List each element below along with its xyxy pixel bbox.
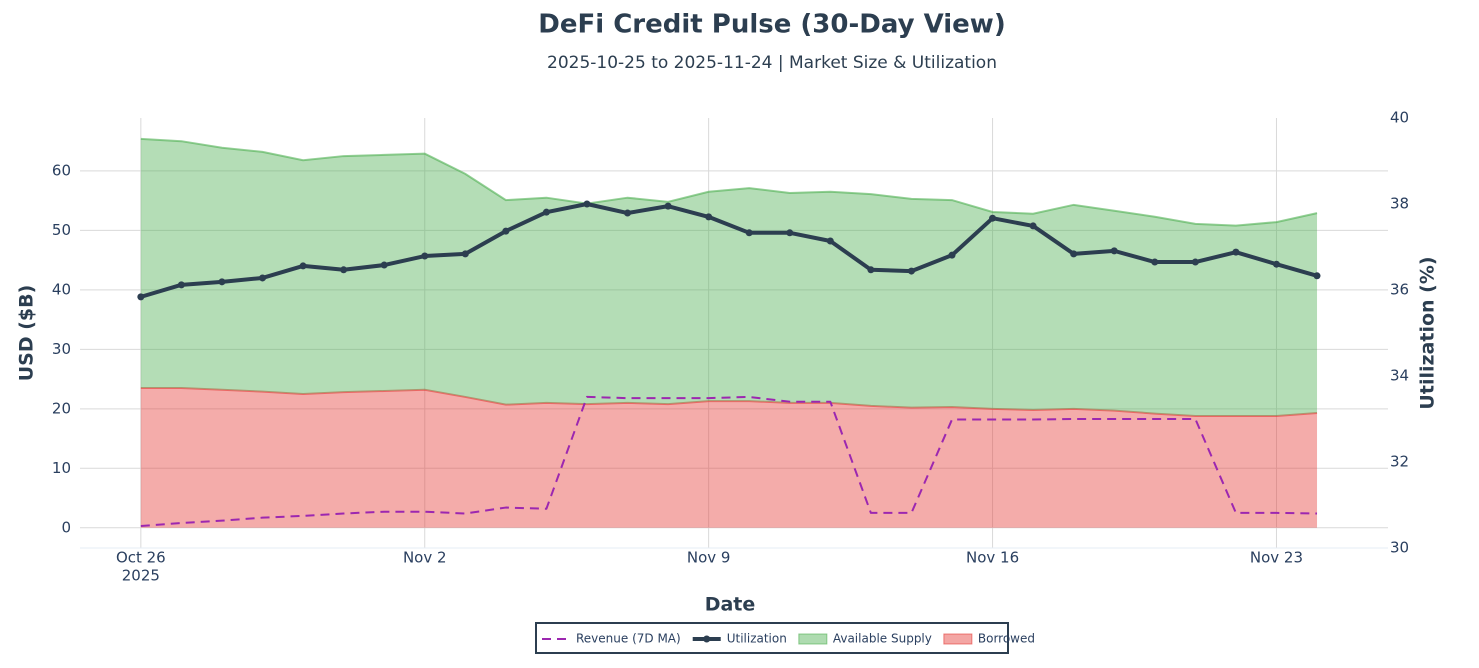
y-axis-label: USD ($B) bbox=[16, 285, 38, 382]
series-marker bbox=[786, 229, 794, 237]
series-marker bbox=[380, 261, 388, 269]
legend-label: Available Supply bbox=[833, 632, 932, 646]
series-marker bbox=[1110, 247, 1118, 255]
x-tick-label: Nov 2 bbox=[403, 549, 447, 567]
y2-tick-label: 40 bbox=[1390, 109, 1409, 127]
series-marker bbox=[745, 229, 753, 237]
chart-title: DeFi Credit Pulse (30-Day View) bbox=[538, 10, 1005, 40]
series-line bbox=[140, 202, 1318, 299]
legend-swatch bbox=[943, 633, 973, 645]
y-tick-label: 20 bbox=[52, 399, 71, 417]
series-marker bbox=[502, 227, 510, 235]
y-tick-label: 40 bbox=[52, 280, 71, 298]
series-line bbox=[140, 395, 1318, 527]
lines bbox=[137, 200, 1321, 527]
y-tick-label: 50 bbox=[52, 221, 71, 239]
series-marker bbox=[137, 293, 145, 301]
series-marker bbox=[177, 281, 185, 289]
series-marker bbox=[340, 266, 348, 274]
x-tick-label: Nov 16 bbox=[966, 549, 1019, 567]
legend-marker bbox=[703, 635, 711, 643]
y2-tick-label: 38 bbox=[1390, 195, 1409, 213]
area-fill bbox=[140, 138, 1318, 416]
series-marker bbox=[583, 200, 591, 208]
legend-label: Utilization bbox=[727, 632, 787, 646]
x-year-label: 2025 bbox=[122, 567, 160, 585]
x-tick-label: Nov 9 bbox=[687, 549, 731, 567]
series-marker bbox=[664, 202, 672, 210]
legend-label: Borrowed bbox=[978, 632, 1035, 646]
y-tick-label: 60 bbox=[52, 161, 71, 179]
series-marker bbox=[705, 213, 713, 221]
series-marker bbox=[1191, 258, 1199, 266]
y-tick-label: 0 bbox=[61, 518, 71, 536]
y-tick-label: 30 bbox=[52, 340, 71, 358]
grid bbox=[80, 118, 1388, 549]
area-fill bbox=[140, 388, 1318, 528]
y2-tick-label: 30 bbox=[1390, 539, 1409, 557]
legend-box bbox=[535, 622, 1009, 654]
areas bbox=[140, 137, 1318, 528]
series-marker bbox=[989, 214, 997, 222]
series-marker bbox=[421, 252, 429, 260]
series-marker bbox=[542, 208, 550, 216]
chart-subtitle: 2025-10-25 to 2025-11-24 | Market Size &… bbox=[547, 53, 997, 73]
x-tick-label: Oct 26 bbox=[116, 549, 166, 567]
series-marker bbox=[1070, 250, 1078, 258]
series-marker bbox=[826, 237, 834, 245]
series-marker bbox=[1272, 260, 1280, 268]
y2-tick-label: 32 bbox=[1390, 453, 1409, 471]
series-marker bbox=[1151, 258, 1159, 266]
series-marker bbox=[948, 251, 956, 259]
series-marker bbox=[218, 278, 226, 286]
series-marker bbox=[907, 267, 915, 275]
series-marker bbox=[1232, 248, 1240, 256]
legend-swatch bbox=[798, 633, 828, 645]
y-tick-label: 10 bbox=[52, 459, 71, 477]
y2-axis-label: Utilization (%) bbox=[1417, 256, 1439, 409]
series-marker bbox=[299, 262, 307, 270]
series-marker bbox=[1029, 222, 1037, 230]
x-axis-label: Date bbox=[705, 594, 756, 616]
area-edge bbox=[140, 387, 1318, 417]
x-tick-label: Nov 23 bbox=[1250, 549, 1303, 567]
series-marker bbox=[1313, 272, 1321, 280]
area-edge bbox=[140, 137, 1318, 227]
series-marker bbox=[259, 274, 267, 282]
series-marker bbox=[461, 250, 469, 258]
legend: Revenue (7D MA) Utilization Available Supp… bbox=[542, 632, 1035, 646]
legend-label: Revenue (7D MA) bbox=[576, 632, 681, 646]
y2-tick-label: 34 bbox=[1390, 367, 1409, 385]
series-marker bbox=[624, 209, 632, 217]
series-marker bbox=[867, 266, 875, 274]
y2-tick-label: 36 bbox=[1390, 281, 1409, 299]
